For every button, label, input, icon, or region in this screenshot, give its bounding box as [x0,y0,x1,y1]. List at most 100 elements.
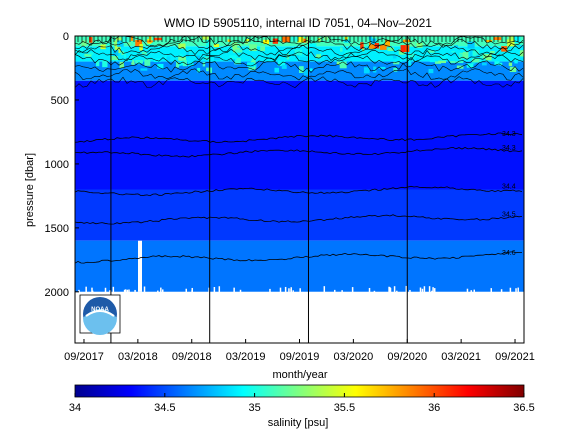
variability-cell [455,60,464,64]
profile-gap [299,288,301,294]
variability-cell [214,56,220,61]
variability-cell [295,54,299,59]
variability-cell [415,57,420,62]
variability-cell [119,61,124,69]
contour-label: 34.3 [502,131,516,138]
x-tick-label: 09/2020 [387,351,427,363]
profile-gap [160,287,162,294]
profile-gap [470,290,473,294]
variability-cell [403,45,410,53]
salinity-band-4 [75,189,524,241]
variability-cell [493,37,502,41]
variability-cell [249,44,257,52]
variability-cell [508,62,513,67]
profile-gap [233,287,235,294]
variability-cell [490,50,495,54]
variability-cell [416,42,423,48]
variability-cell [482,53,487,59]
colorbar-tick-label: 35 [248,402,260,414]
vertical-markers [110,36,408,343]
variability-cell [140,68,148,71]
profile-gap [388,286,390,294]
variability-cell [202,61,206,67]
profile-gap [161,289,164,294]
y-tick-label: 500 [51,95,69,107]
profile-gap [368,287,371,294]
y-axis: 0 500 1000 1500 2000 [45,31,79,299]
variability-cell [178,63,181,67]
contour-line-34.5 [75,214,523,225]
colorbar-tick-label: 36 [428,402,440,414]
shallow-contour [75,68,524,81]
variability-cell [393,67,398,72]
profile-gap [393,286,396,294]
profile-gap [104,287,107,294]
profile-gap [433,288,436,294]
profile-gap [423,286,426,294]
profile-gap [109,290,111,294]
profile-gap [85,286,87,294]
no-data-area [75,291,524,343]
profile-gap [323,286,326,294]
variability-cell [369,42,376,49]
variability-cell [343,39,351,43]
variability-cell [110,56,118,61]
shallow-contour [75,38,524,52]
variability-cell [508,36,514,40]
variability-cell [514,36,521,44]
variability-cell [473,47,478,50]
variability-cell [434,61,442,64]
variability-cell [400,45,406,52]
variability-cell [200,47,207,52]
variability-cell [81,40,87,47]
variability-cell [248,66,256,71]
variability-cell [497,41,501,44]
variability-cell [75,46,83,54]
variability-cell [379,45,387,50]
y-tick-label: 2000 [45,287,69,299]
shallow-contour [75,43,524,56]
profile-gap [428,286,431,294]
variability-cell [498,38,501,42]
profile-gap [466,288,469,294]
colorbar-tick-label: 34 [69,402,81,414]
variability-cell [393,61,400,65]
contour-label: 34.5 [502,211,516,218]
variability-cell [106,43,113,46]
profile-gap [517,287,519,294]
profile-gap [279,287,282,294]
profile-gap [208,287,210,294]
profile-gap [143,286,146,294]
variability-cell [387,47,395,51]
contour-label: 34.6 [502,250,516,257]
variability-cell [229,55,237,61]
y-axis-label: pressure [dbar] [24,153,36,227]
variability-cell [467,41,475,49]
variability-cell [486,39,493,43]
profile-gap [239,289,242,294]
x-tick-label: 03/2020 [333,351,373,363]
variability-cell [84,53,92,57]
variability-cell [186,57,195,62]
variability-cell [501,46,508,52]
variability-cell [440,54,448,61]
contour-label: 34.4 [502,183,516,190]
profile-gap [112,286,115,294]
variability-cell [121,36,129,43]
variability-cell [309,68,313,72]
variability-cell [429,59,436,63]
variability-cell [349,39,355,43]
variability-cell [123,51,127,58]
variability-cell [519,57,524,61]
variability-cell [408,53,415,58]
shallow-contour [75,54,524,67]
variability-cell [374,42,379,49]
variability-cell [488,41,494,46]
profile-gap [473,289,476,294]
variability-cell [403,39,410,43]
variability-cell [339,61,347,69]
profile-gap [515,288,517,294]
variability-cell [368,36,372,40]
noaa-logo: NOAA [79,294,121,335]
